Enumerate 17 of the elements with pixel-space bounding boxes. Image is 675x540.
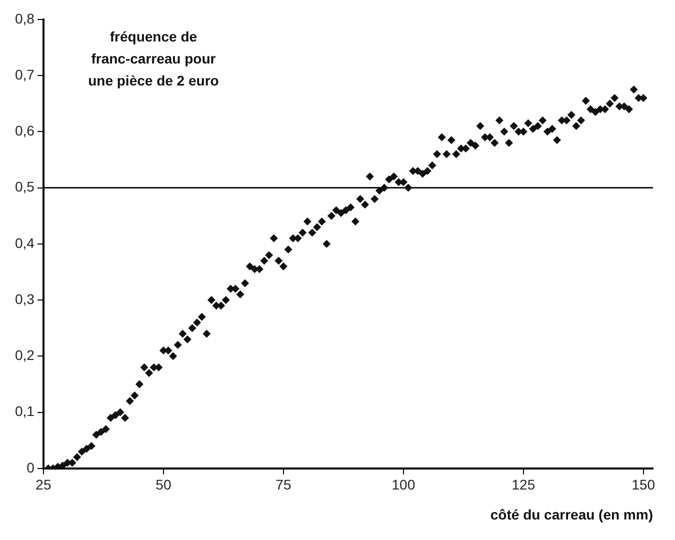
y-tick-label: 0,3 (14, 290, 35, 307)
x-tick-label: 25 (36, 476, 52, 493)
x-tick-label: 75 (276, 476, 292, 493)
x-tick-label: 125 (512, 476, 536, 493)
x-axis-title: côté du carreau (en mm) (490, 506, 653, 522)
y-tick-label: 0,8 (14, 10, 35, 26)
y-tick-label: 0,4 (14, 234, 35, 251)
x-tick-label: 100 (392, 476, 416, 493)
x-tick-label: 50 (156, 476, 172, 493)
y-tick-label: 0,2 (14, 347, 35, 364)
y-tick-label: 0,1 (14, 403, 35, 420)
y-tick-label: 0,6 (14, 122, 35, 139)
y-tick-label: 0,5 (14, 178, 35, 195)
text: fréquence de franc-carreau pour une pièce de 2 euro (88, 28, 219, 88)
y-tick-label: 0 (26, 459, 35, 476)
y-tick-label: 0,7 (14, 66, 35, 82)
x-tick-label: 150 (632, 476, 656, 493)
